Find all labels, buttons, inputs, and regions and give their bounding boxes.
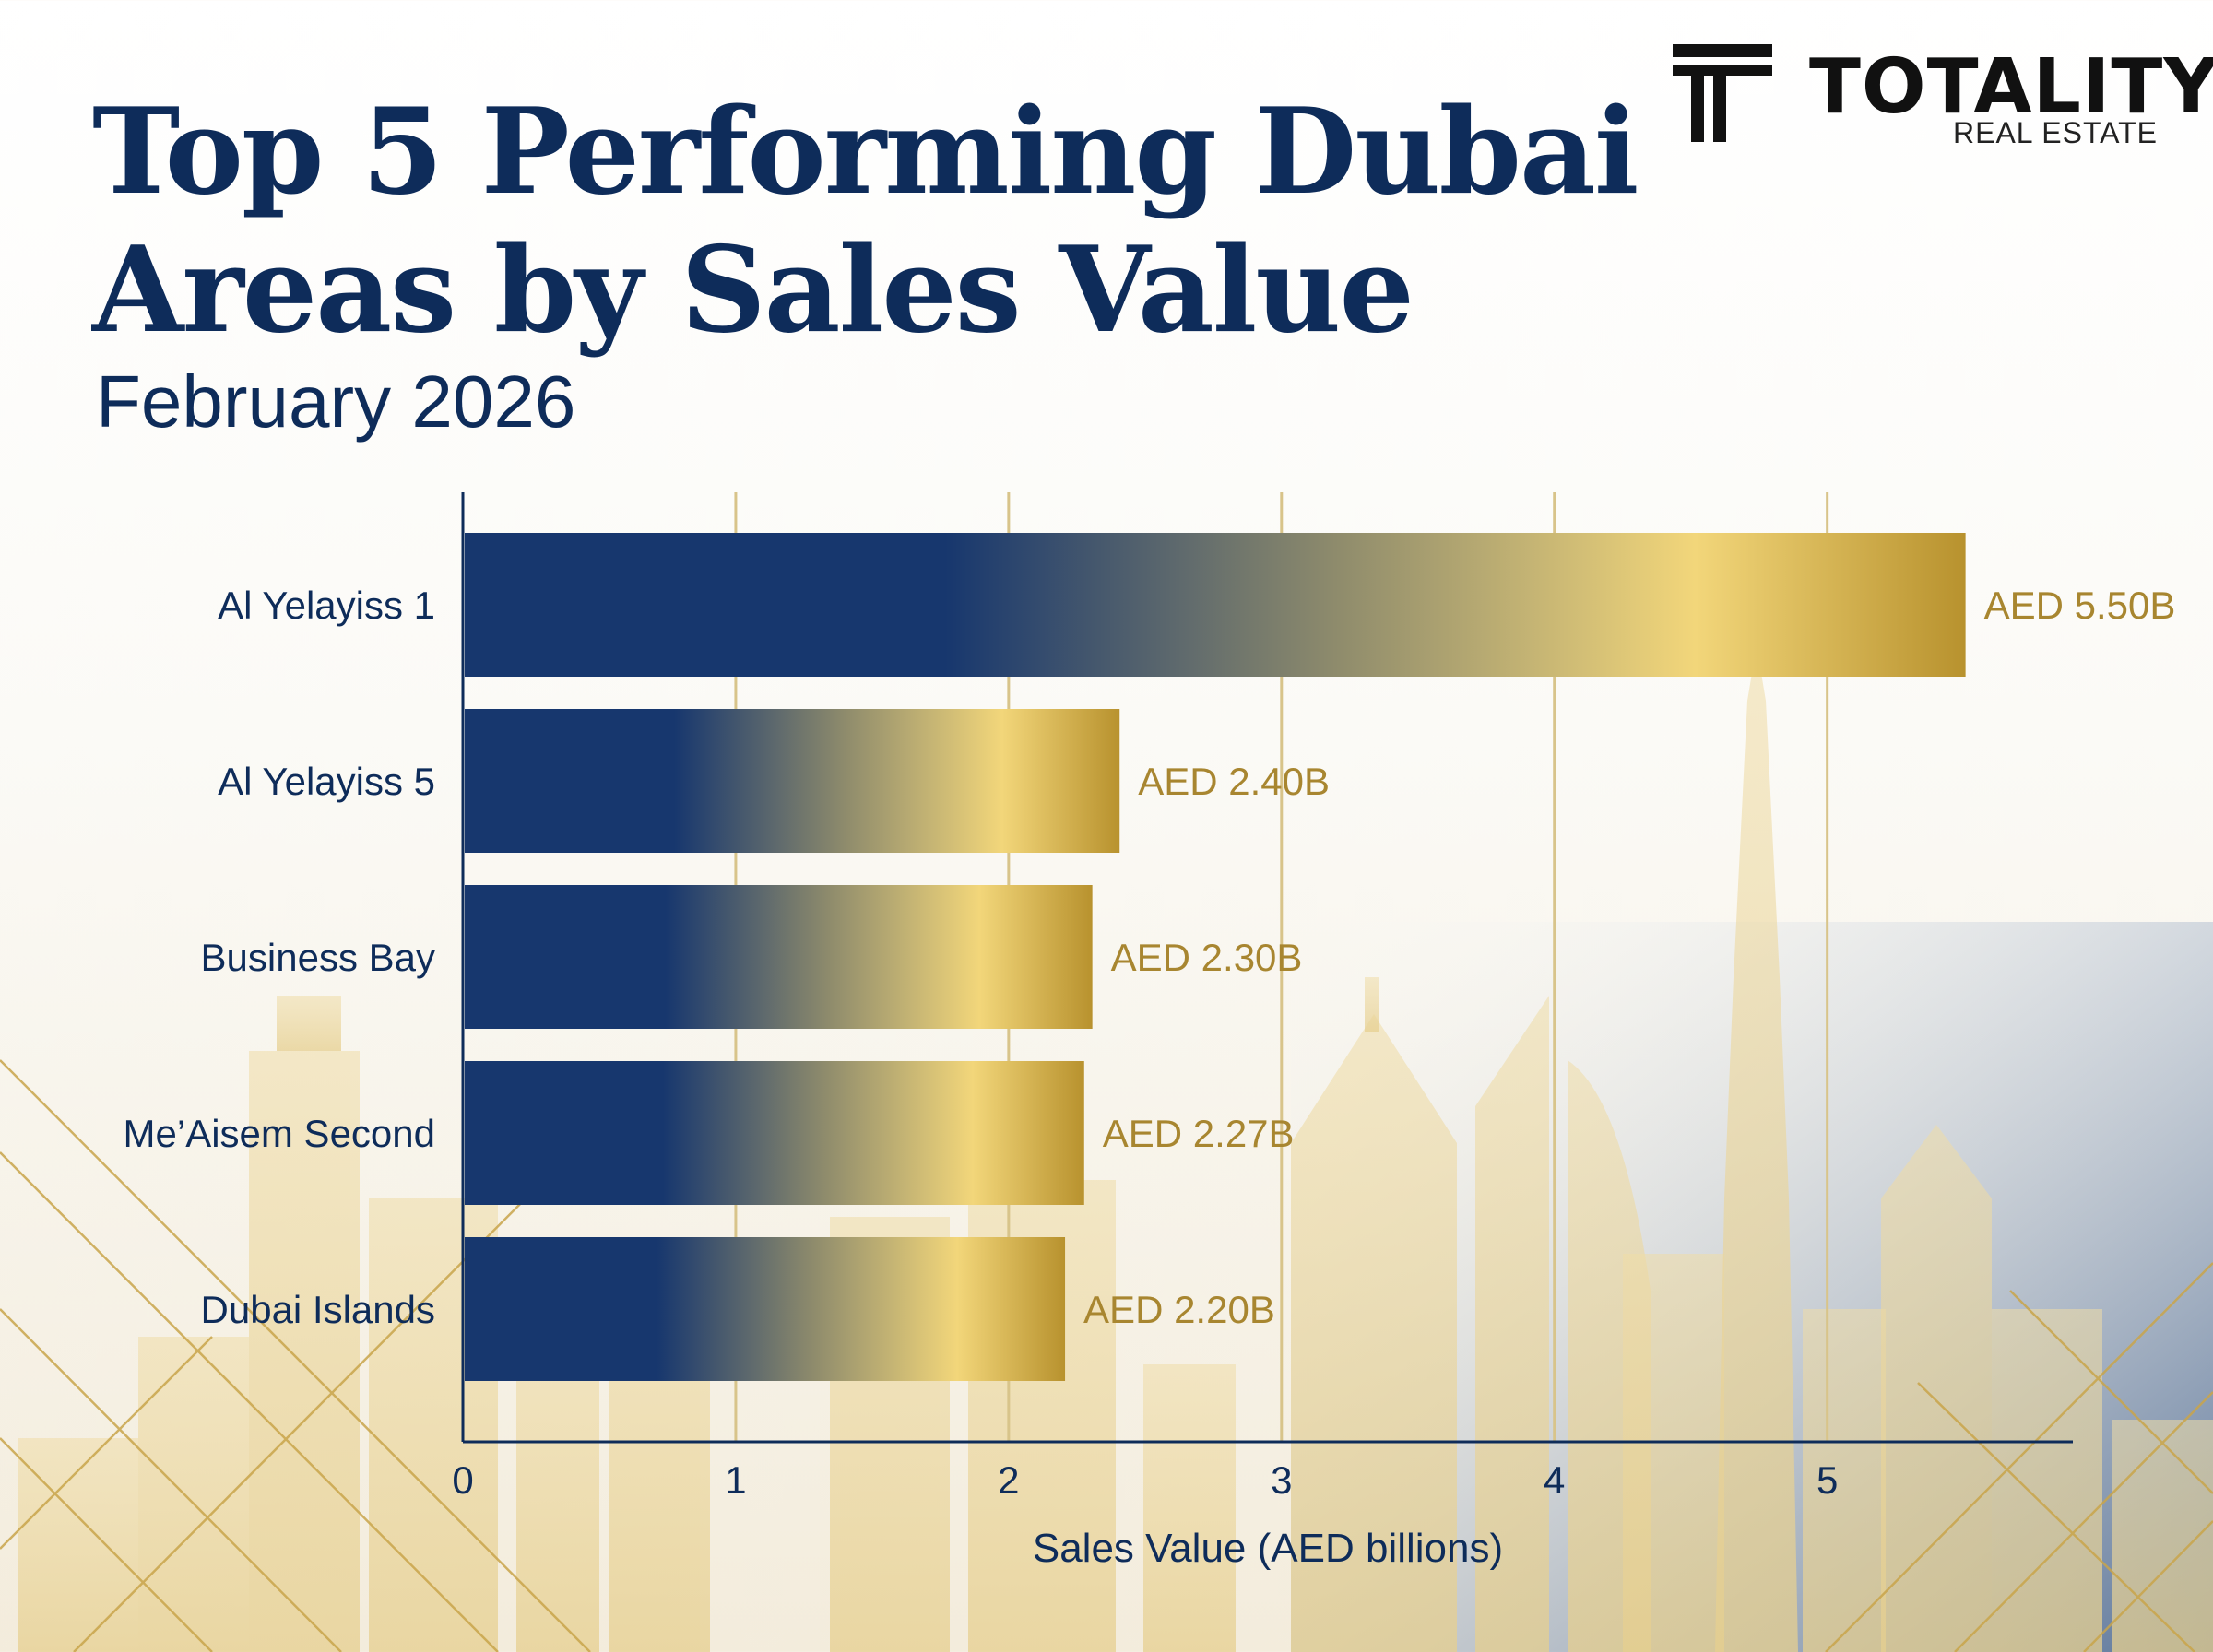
category-label: Dubai Islands <box>201 1288 435 1331</box>
x-tick-label: 4 <box>1544 1458 1565 1502</box>
x-tick-label: 3 <box>1271 1458 1292 1502</box>
bar <box>465 533 1966 677</box>
bar <box>465 1061 1084 1205</box>
x-tick-label: 5 <box>1817 1458 1838 1502</box>
data-label: AED 2.40B <box>1138 760 1330 803</box>
bar <box>465 885 1093 1029</box>
title-line-2: Areas by Sales Value <box>92 221 1414 360</box>
chart-subtitle: February 2026 <box>96 360 576 442</box>
totality-t-logo-icon <box>1673 44 1772 142</box>
data-label: AED 2.20B <box>1083 1288 1275 1331</box>
logo-tagline: REAL ESTATE <box>1952 116 2158 149</box>
title-line-1: Top 5 Performing Dubai <box>92 83 1639 221</box>
x-tick-label: 0 <box>452 1458 473 1502</box>
chart-title: Top 5 Performing Dubai Areas by Sales Va… <box>92 83 1660 360</box>
category-label: Al Yelayiss 5 <box>218 760 435 803</box>
bar <box>465 1237 1066 1381</box>
category-label: Al Yelayiss 1 <box>218 584 435 627</box>
x-tick-label: 1 <box>725 1458 746 1502</box>
data-label: AED 5.50B <box>1984 584 2176 627</box>
data-label: AED 2.27B <box>1103 1112 1295 1155</box>
company-logo: TOTALITY REAL ESTATE <box>1671 42 2213 153</box>
x-tick-label: 2 <box>998 1458 1019 1502</box>
x-axis-title: Sales Value (AED billions) <box>1033 1526 1503 1571</box>
logo-name: TOTALITY <box>1809 43 2213 131</box>
category-label: Me’Aisem Second <box>124 1112 435 1155</box>
bar <box>465 709 1120 853</box>
data-label: AED 2.30B <box>1111 936 1303 979</box>
category-label: Business Bay <box>201 936 435 979</box>
